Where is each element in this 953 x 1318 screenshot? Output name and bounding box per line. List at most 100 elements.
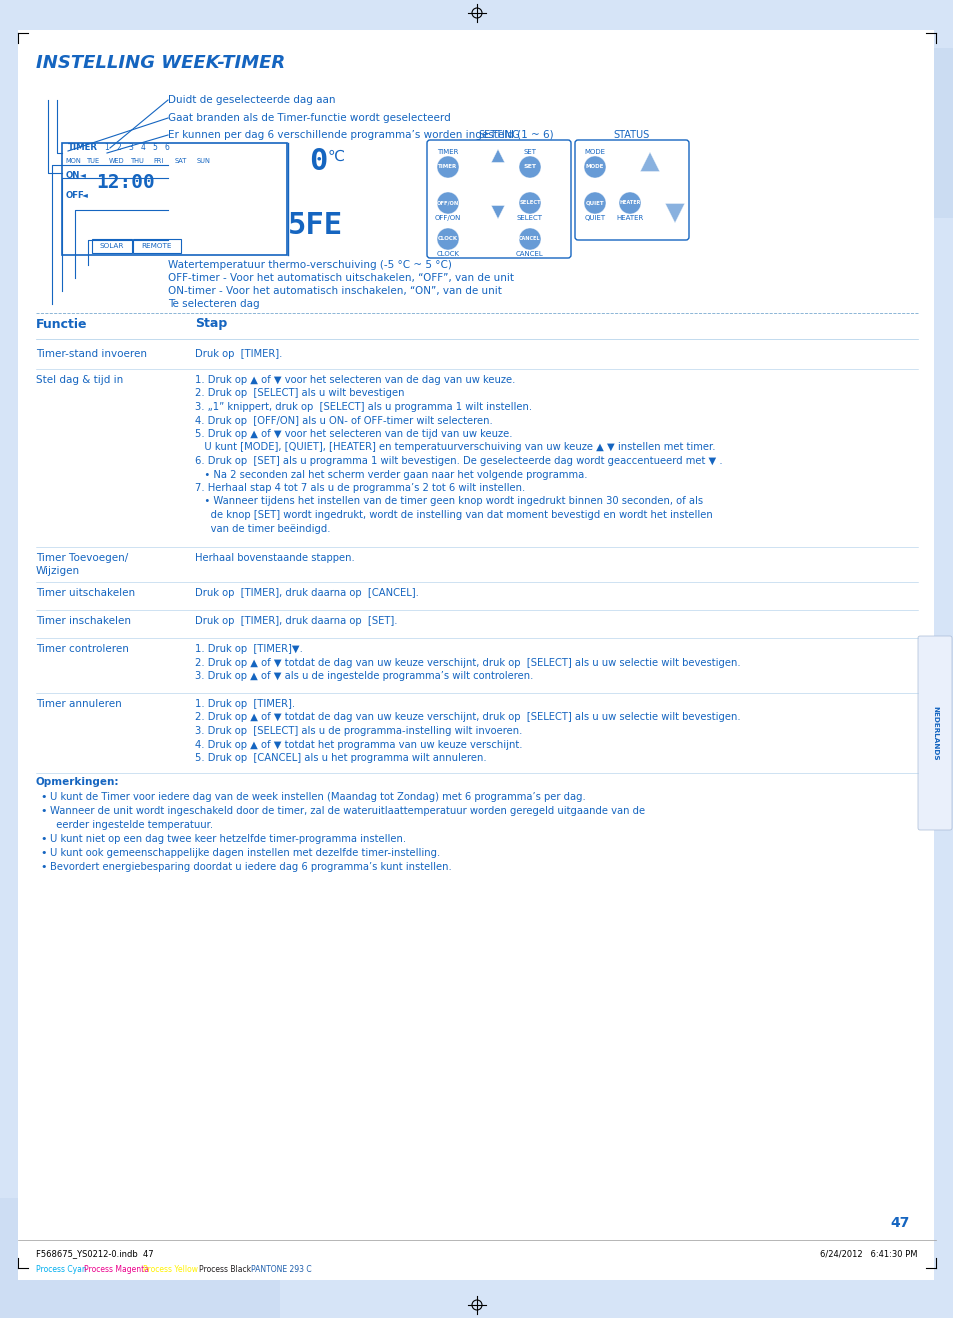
Text: REMOTE: REMOTE bbox=[142, 243, 172, 249]
Text: U kunt ook gemeenschappelijke dagen instellen met dezelfde timer-instelling.: U kunt ook gemeenschappelijke dagen inst… bbox=[50, 847, 439, 858]
Text: 3. Druk op  [SELECT] als u de programma-instelling wilt invoeren.: 3. Druk op [SELECT] als u de programma-i… bbox=[194, 726, 522, 735]
Polygon shape bbox=[491, 149, 504, 162]
Polygon shape bbox=[664, 203, 684, 223]
Text: TIMER: TIMER bbox=[438, 165, 457, 170]
FancyBboxPatch shape bbox=[62, 142, 287, 254]
Text: • Na 2 seconden zal het scherm verder gaan naar het volgende programma.: • Na 2 seconden zal het scherm verder ga… bbox=[194, 469, 587, 480]
Text: MON: MON bbox=[65, 158, 81, 163]
Circle shape bbox=[436, 192, 458, 214]
Text: • Wanneer tijdens het instellen van de timer geen knop wordt ingedrukt binnen 30: • Wanneer tijdens het instellen van de t… bbox=[194, 497, 702, 506]
Text: U kunt [MODE], [QUIET], [HEATER] en temperatuurverschuiving van uw keuze ▲ ▼ ins: U kunt [MODE], [QUIET], [HEATER] en temp… bbox=[194, 443, 715, 452]
Text: ON: ON bbox=[66, 170, 80, 179]
Text: ◄: ◄ bbox=[82, 191, 88, 199]
Text: Functie: Functie bbox=[36, 318, 88, 331]
Text: Timer controleren: Timer controleren bbox=[36, 645, 129, 654]
Text: QUIET: QUIET bbox=[585, 200, 603, 206]
Text: HEATER: HEATER bbox=[616, 215, 643, 221]
Text: Bevordert energiebesparing doordat u iedere dag 6 programma’s kunt instellen.: Bevordert energiebesparing doordat u ied… bbox=[50, 862, 452, 873]
Text: Timer-stand invoeren: Timer-stand invoeren bbox=[36, 349, 147, 358]
Text: U kunt niet op een dag twee keer hetzelfde timer-programma instellen.: U kunt niet op een dag twee keer hetzelf… bbox=[50, 834, 406, 844]
Text: 7. Herhaal stap 4 tot 7 als u de programma’s 2 tot 6 wilt instellen.: 7. Herhaal stap 4 tot 7 als u de program… bbox=[194, 482, 525, 493]
Text: 6/24/2012   6:41:30 PM: 6/24/2012 6:41:30 PM bbox=[820, 1249, 917, 1259]
Text: Timer annuleren: Timer annuleren bbox=[36, 699, 122, 709]
Text: Druk op  [TIMER], druk daarna op  [CANCEL].: Druk op [TIMER], druk daarna op [CANCEL]… bbox=[194, 588, 418, 598]
Text: Druk op  [TIMER].: Druk op [TIMER]. bbox=[194, 349, 282, 358]
Text: CANCEL: CANCEL bbox=[516, 250, 543, 257]
Circle shape bbox=[583, 192, 605, 214]
Text: CLOCK: CLOCK bbox=[437, 236, 457, 241]
Circle shape bbox=[436, 156, 458, 178]
Text: Opmerkingen:: Opmerkingen: bbox=[36, 778, 119, 787]
Text: Process Magenta: Process Magenta bbox=[84, 1265, 149, 1275]
Text: STATUS: STATUS bbox=[613, 130, 649, 140]
Text: 1. Druk op  [TIMER]▼.: 1. Druk op [TIMER]▼. bbox=[194, 645, 302, 654]
FancyBboxPatch shape bbox=[0, 0, 953, 47]
Text: •: • bbox=[40, 807, 47, 816]
Text: TIMER: TIMER bbox=[436, 149, 458, 156]
Text: SELECT: SELECT bbox=[517, 215, 542, 221]
Text: 0: 0 bbox=[309, 146, 327, 175]
Circle shape bbox=[583, 156, 605, 178]
Text: 47: 47 bbox=[889, 1217, 909, 1230]
Circle shape bbox=[518, 156, 540, 178]
Text: 6. Druk op  [SET] als u programma 1 wilt bevestigen. De geselecteerde dag wordt : 6. Druk op [SET] als u programma 1 wilt … bbox=[194, 456, 721, 467]
Polygon shape bbox=[491, 206, 504, 219]
Text: Watertemperatuur thermo-verschuiving (-5 °C ~ 5 °C): Watertemperatuur thermo-verschuiving (-5… bbox=[168, 260, 452, 270]
Text: Process Yellow: Process Yellow bbox=[143, 1265, 198, 1275]
Text: 1. Druk op  [TIMER].: 1. Druk op [TIMER]. bbox=[194, 699, 294, 709]
Text: NEDERLANDS: NEDERLANDS bbox=[931, 705, 937, 760]
Text: de knop [SET] wordt ingedrukt, wordt de instelling van dat moment bevestigd en w: de knop [SET] wordt ingedrukt, wordt de … bbox=[194, 510, 712, 521]
Text: SUN: SUN bbox=[196, 158, 211, 163]
Text: 2. Druk op  [SELECT] als u wilt bevestigen: 2. Druk op [SELECT] als u wilt bevestige… bbox=[194, 389, 404, 398]
Text: F568675_YS0212-0.indb  47: F568675_YS0212-0.indb 47 bbox=[36, 1249, 153, 1259]
FancyBboxPatch shape bbox=[91, 239, 132, 253]
Text: •: • bbox=[40, 847, 47, 858]
Text: SETTING: SETTING bbox=[477, 130, 519, 140]
Text: 1: 1 bbox=[105, 144, 110, 153]
Text: Wanneer de unit wordt ingeschakeld door de timer, zal de wateruitlaattemperatuur: Wanneer de unit wordt ingeschakeld door … bbox=[50, 807, 644, 816]
Text: 3. „1” knippert, druk op  [SELECT] als u programma 1 wilt instellen.: 3. „1” knippert, druk op [SELECT] als u … bbox=[194, 402, 532, 413]
Text: •: • bbox=[40, 834, 47, 844]
Text: OFF/ON: OFF/ON bbox=[436, 200, 458, 206]
Text: U kunt de Timer voor iedere dag van de week instellen (Maandag tot Zondag) met 6: U kunt de Timer voor iedere dag van de w… bbox=[50, 792, 585, 801]
Text: ℃: ℃ bbox=[327, 149, 344, 163]
Text: OFF: OFF bbox=[66, 191, 85, 199]
Text: SAT: SAT bbox=[174, 158, 187, 163]
Text: CANCEL: CANCEL bbox=[518, 236, 540, 241]
Circle shape bbox=[436, 228, 458, 250]
Text: 4. Druk op ▲ of ▼ totdat het programma van uw keuze verschijnt.: 4. Druk op ▲ of ▼ totdat het programma v… bbox=[194, 739, 522, 750]
Text: ◄: ◄ bbox=[80, 170, 86, 179]
Text: Gaat branden als de Timer-functie wordt geselecteerd: Gaat branden als de Timer-functie wordt … bbox=[168, 113, 450, 123]
Text: OFF/ON: OFF/ON bbox=[435, 215, 460, 221]
Text: ON-timer - Voor het automatisch inschakelen, “ON”, van de unit: ON-timer - Voor het automatisch inschake… bbox=[168, 286, 501, 297]
Text: 3: 3 bbox=[129, 144, 133, 153]
Text: Process Black: Process Black bbox=[198, 1265, 251, 1275]
Text: SET: SET bbox=[523, 165, 536, 170]
FancyBboxPatch shape bbox=[917, 637, 951, 830]
Text: Druk op  [TIMER], druk daarna op  [SET].: Druk op [TIMER], druk daarna op [SET]. bbox=[194, 616, 397, 626]
Text: van de timer beëindigd.: van de timer beëindigd. bbox=[194, 523, 330, 534]
Text: 1. Druk op ▲ of ▼ voor het selecteren van de dag van uw keuze.: 1. Druk op ▲ of ▼ voor het selecteren va… bbox=[194, 376, 515, 385]
Text: HEATER: HEATER bbox=[618, 200, 640, 206]
Text: •: • bbox=[40, 862, 47, 873]
Text: 2. Druk op ▲ of ▼ totdat de dag van uw keuze verschijnt, druk op  [SELECT] als u: 2. Druk op ▲ of ▼ totdat de dag van uw k… bbox=[194, 713, 740, 722]
Text: CLOCK: CLOCK bbox=[436, 250, 459, 257]
Polygon shape bbox=[599, 0, 953, 217]
Text: SOLAR: SOLAR bbox=[100, 243, 124, 249]
Text: eerder ingestelde temperatuur.: eerder ingestelde temperatuur. bbox=[50, 820, 213, 830]
Text: MODE: MODE bbox=[585, 165, 603, 170]
Text: MODE: MODE bbox=[584, 149, 605, 156]
Text: SELECT: SELECT bbox=[518, 200, 540, 206]
FancyBboxPatch shape bbox=[18, 30, 933, 1280]
Circle shape bbox=[518, 228, 540, 250]
FancyBboxPatch shape bbox=[132, 239, 181, 253]
Text: 2: 2 bbox=[116, 144, 121, 153]
Text: •: • bbox=[40, 792, 47, 801]
Text: THU: THU bbox=[131, 158, 145, 163]
Text: 4: 4 bbox=[140, 144, 145, 153]
Text: Herhaal bovenstaande stappen.: Herhaal bovenstaande stappen. bbox=[194, 554, 355, 563]
Text: Stap: Stap bbox=[194, 318, 227, 331]
Text: 5. Druk op ▲ of ▼ voor het selecteren van de tijd van uw keuze.: 5. Druk op ▲ of ▼ voor het selecteren va… bbox=[194, 428, 512, 439]
Text: FRI: FRI bbox=[152, 158, 163, 163]
Text: SET: SET bbox=[523, 149, 536, 156]
